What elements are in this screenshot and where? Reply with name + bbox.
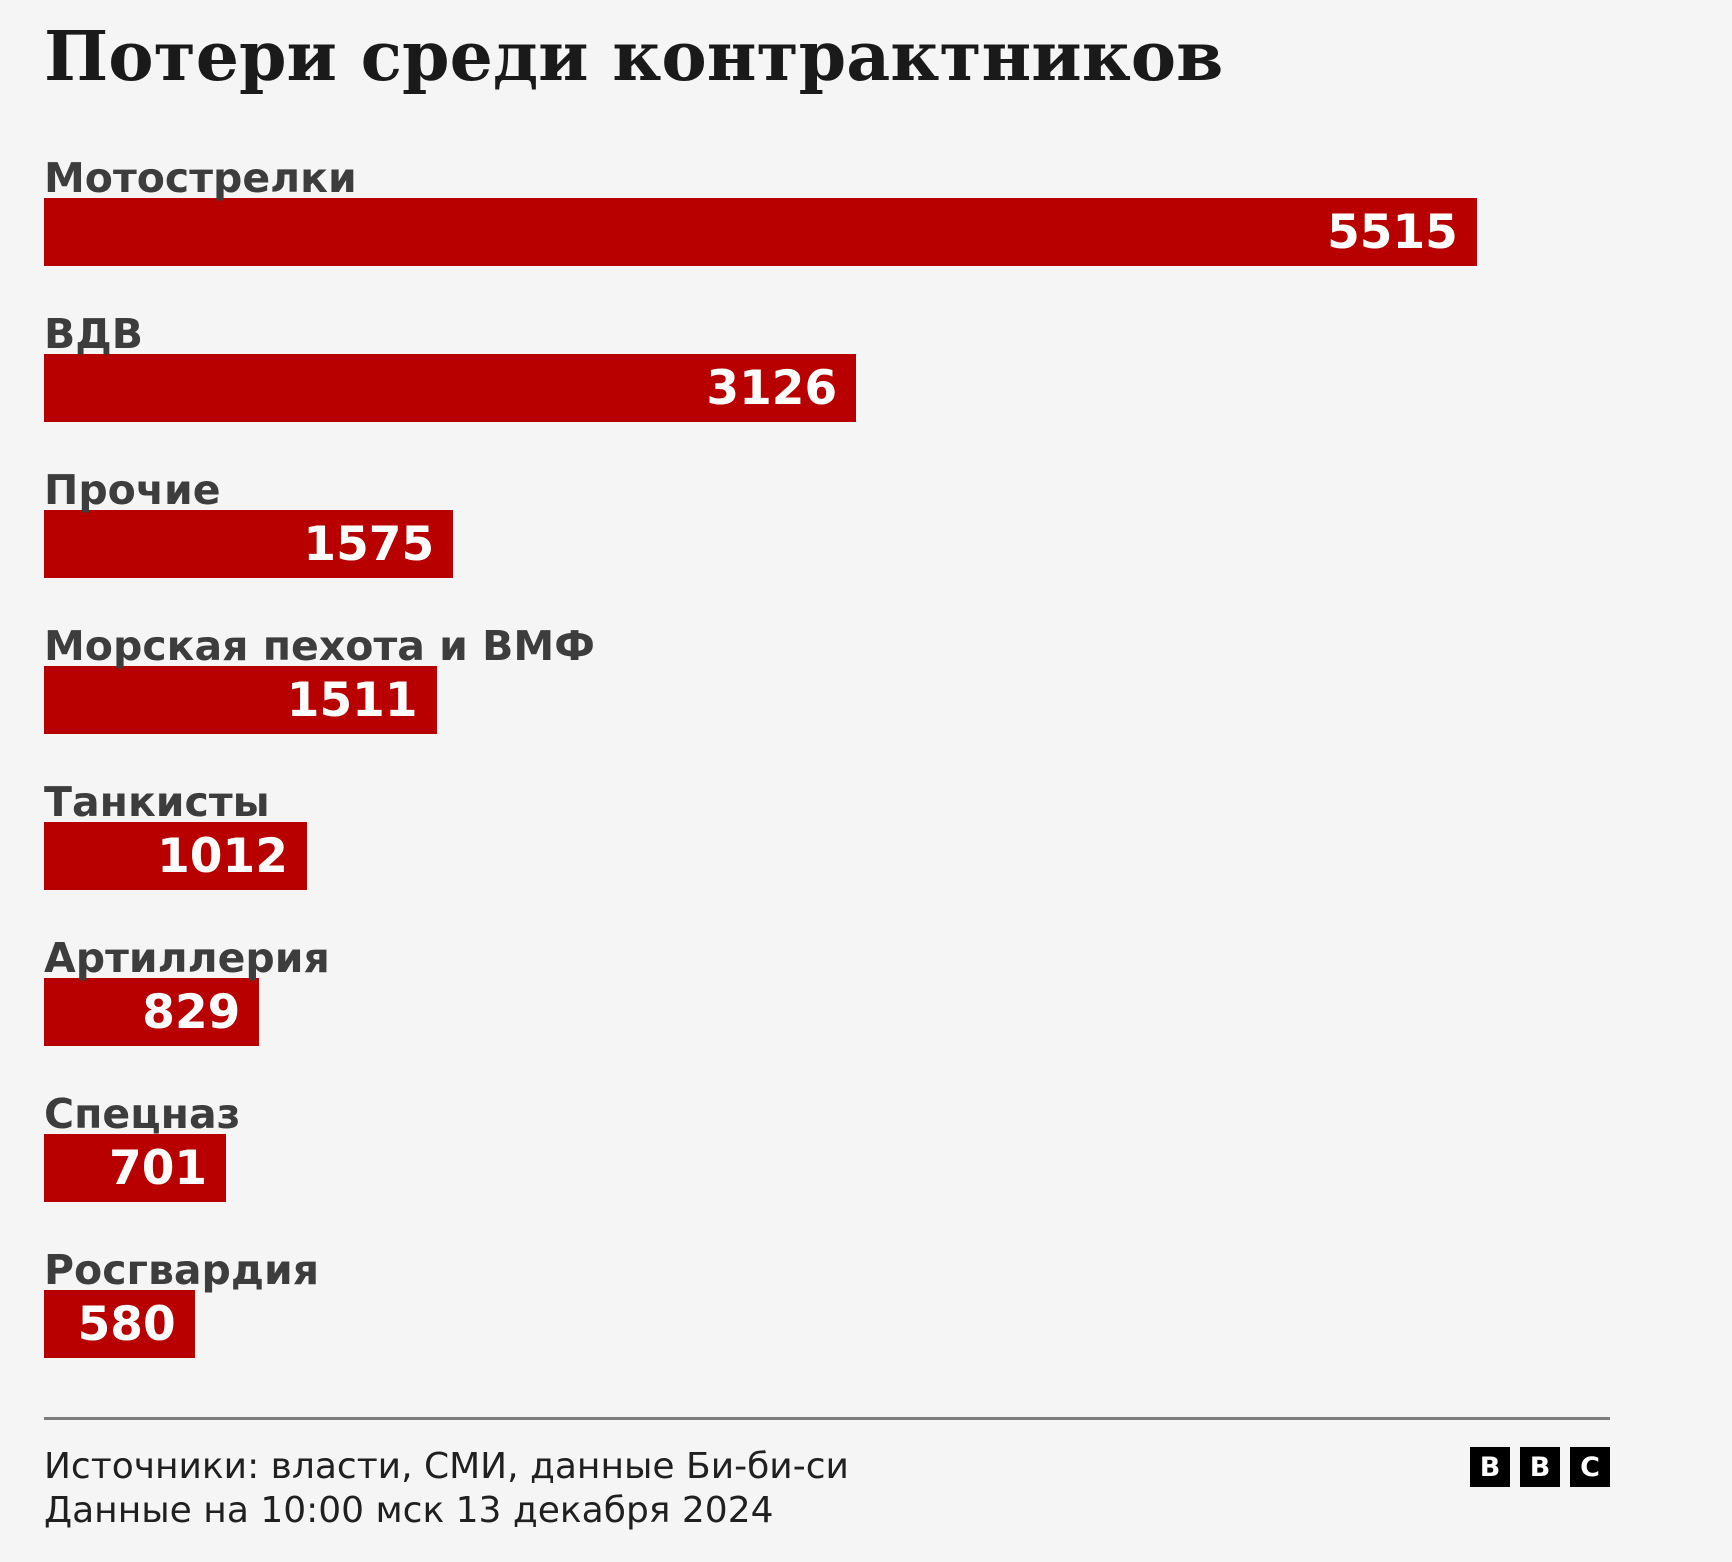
bar: 1012 bbox=[44, 822, 307, 890]
chart-title: Потери среди контрактников bbox=[44, 17, 1224, 97]
bar: 5515 bbox=[44, 198, 1477, 266]
bar-group: Артиллерия 829 bbox=[44, 938, 1610, 1046]
updated-line: Данные на 10:00 мск 13 декабря 2024 bbox=[44, 1490, 774, 1531]
bar: 1511 bbox=[44, 666, 437, 734]
bar-value: 701 bbox=[109, 1140, 208, 1196]
sources-line: Источники: власти, СМИ, данные Би-би-си bbox=[44, 1446, 849, 1487]
footer-text: Источники: власти, СМИ, данные Би-би-си … bbox=[44, 1445, 849, 1533]
footer: Источники: власти, СМИ, данные Би-би-си … bbox=[44, 1445, 1610, 1533]
footer-divider bbox=[44, 1417, 1610, 1420]
bar-value: 1511 bbox=[286, 672, 418, 728]
bar-label: Росгвардия bbox=[44, 1246, 320, 1294]
bar-chart: Мотострелки 5515 ВДВ 3126 Прочие 1575 Мо… bbox=[44, 158, 1610, 1358]
bar-label: Морская пехота и ВМФ bbox=[44, 622, 595, 670]
bar: 580 bbox=[44, 1290, 195, 1358]
bar-label: Артиллерия bbox=[44, 934, 330, 982]
bar-group: Прочие 1575 bbox=[44, 470, 1610, 578]
bar: 701 bbox=[44, 1134, 227, 1202]
bar: 1575 bbox=[44, 510, 454, 578]
bar: 829 bbox=[44, 978, 260, 1046]
bar-group: ВДВ 3126 bbox=[44, 314, 1610, 422]
bbc-logo-block: C bbox=[1570, 1447, 1610, 1487]
bar-value: 580 bbox=[77, 1296, 176, 1352]
bar-group: Танкисты 1012 bbox=[44, 782, 1610, 890]
bar-group: Мотострелки 5515 bbox=[44, 158, 1610, 266]
bar-group: Морская пехота и ВМФ 1511 bbox=[44, 626, 1610, 734]
bar-label: Танкисты bbox=[44, 778, 270, 826]
bbc-logo-block: B bbox=[1470, 1447, 1510, 1487]
bar-value: 5515 bbox=[1327, 204, 1458, 260]
bbc-logo-block: B bbox=[1520, 1447, 1560, 1487]
bar-label: Мотострелки bbox=[44, 154, 357, 202]
bar-value: 1575 bbox=[303, 516, 435, 572]
bar-value: 829 bbox=[142, 984, 241, 1040]
bar-label: Прочие bbox=[44, 466, 221, 514]
bar-label: ВДВ bbox=[44, 310, 144, 358]
bar-label: Спецназ bbox=[44, 1090, 241, 1138]
bar-value: 3126 bbox=[706, 360, 838, 416]
bar-group: Росгвардия 580 bbox=[44, 1250, 1610, 1358]
bar-value: 1012 bbox=[157, 828, 288, 884]
bar-group: Спецназ 701 bbox=[44, 1094, 1610, 1202]
bar: 3126 bbox=[44, 354, 857, 422]
